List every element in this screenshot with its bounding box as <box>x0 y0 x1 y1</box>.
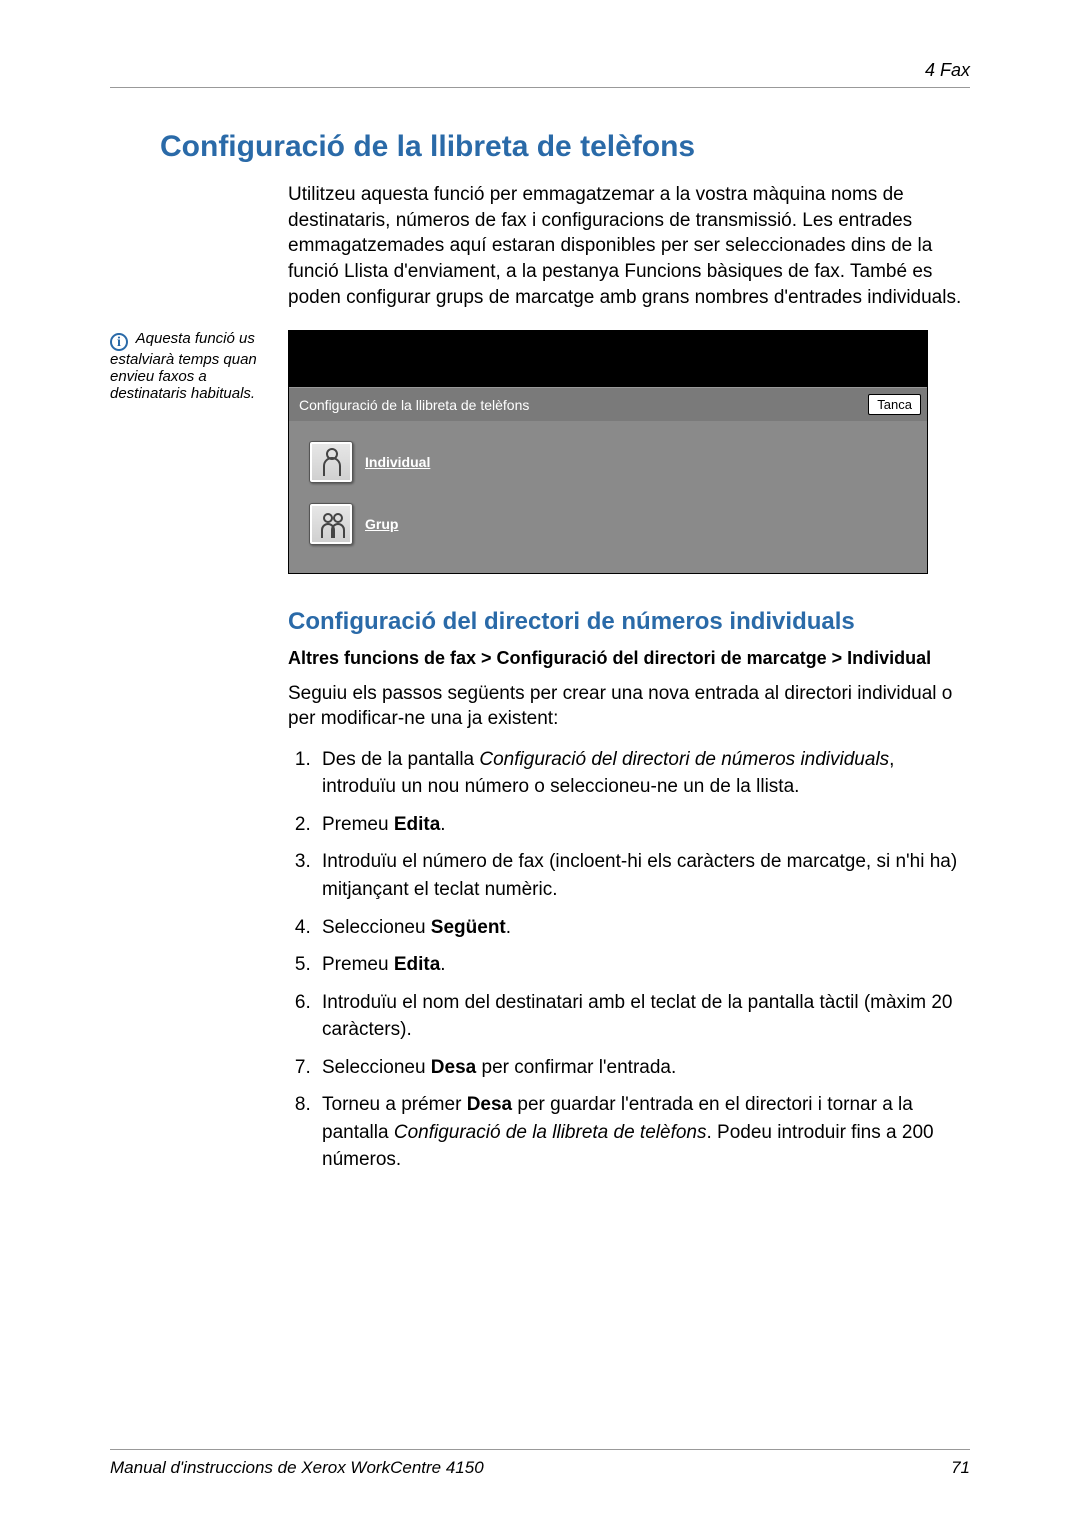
step-4: Seleccioneu Següent. <box>316 914 970 942</box>
subsection-title: Configuració del directori de números in… <box>288 608 970 636</box>
step-bold: Edita <box>394 814 440 835</box>
footer-left: Manual d'instruccions de Xerox WorkCentr… <box>110 1458 484 1478</box>
ui-item-group[interactable]: Grup <box>303 493 913 555</box>
step-bold: Desa <box>467 1094 512 1115</box>
subsection-lead: Seguiu els passos següents per crear una… <box>288 681 970 732</box>
step-text: Seleccioneu <box>322 917 431 938</box>
step-text: Torneu a prémer <box>322 1094 467 1115</box>
section-title: Configuració de la llibreta de telèfons <box>160 130 970 164</box>
step-8: Torneu a prémer Desa per guardar l'entra… <box>316 1091 970 1174</box>
step-text: Introduïu el nom del destinatari amb el … <box>322 992 953 1041</box>
person-icon <box>309 441 353 483</box>
screenshot-column: Configuració de la llibreta de telèfons … <box>288 330 970 574</box>
breadcrumb-path: Altres funcions de fax > Configuració de… <box>288 646 970 670</box>
step-3: Introduïu el número de fax (incloent-hi … <box>316 848 970 903</box>
document-page: 4 Fax Configuració de la llibreta de tel… <box>0 0 1080 1528</box>
step-2: Premeu Edita. <box>316 811 970 839</box>
info-icon: i <box>110 333 128 351</box>
step-em: Configuració del directori de números in… <box>479 749 889 770</box>
step-bold: Desa <box>431 1057 476 1078</box>
step-7: Seleccioneu Desa per confirmar l'entrada… <box>316 1054 970 1082</box>
step-bold: Edita <box>394 954 440 975</box>
step-text: Premeu <box>322 814 394 835</box>
side-note-text: Aquesta funció us estalviarà temps quan … <box>110 330 257 402</box>
group-icon <box>309 503 353 545</box>
step-text: Des de la pantalla <box>322 749 479 770</box>
step-text: Premeu <box>322 954 394 975</box>
step-6: Introduïu el nom del destinatari amb el … <box>316 989 970 1044</box>
step-bold: Següent <box>431 917 506 938</box>
step-1: Des de la pantalla Configuració del dire… <box>316 746 970 801</box>
ui-item-label-individual: Individual <box>365 454 430 470</box>
ui-black-bar <box>289 331 927 387</box>
ui-title-text: Configuració de la llibreta de telèfons <box>299 397 529 413</box>
step-text: per confirmar l'entrada. <box>476 1057 676 1078</box>
side-note: i Aquesta funció us estalviarà temps qua… <box>110 330 270 574</box>
ui-item-label-group: Grup <box>365 516 398 532</box>
page-header: 4 Fax <box>110 60 970 88</box>
page-footer: Manual d'instruccions de Xerox WorkCentr… <box>110 1449 970 1478</box>
step-text: Seleccioneu <box>322 1057 431 1078</box>
footer-page-number: 71 <box>951 1458 970 1478</box>
ui-item-individual[interactable]: Individual <box>303 431 913 493</box>
ui-titlebar: Configuració de la llibreta de telèfons … <box>289 387 927 421</box>
ui-screenshot: Configuració de la llibreta de telèfons … <box>288 330 928 574</box>
step-em: Configuració de la llibreta de telèfons <box>394 1122 707 1143</box>
step-text: . <box>440 954 445 975</box>
step-text: Introduïu el número de fax (incloent-hi … <box>322 851 957 900</box>
step-5: Premeu Edita. <box>316 951 970 979</box>
chapter-label: 4 Fax <box>925 60 970 80</box>
ui-body: Individual Grup <box>289 421 927 573</box>
step-text: . <box>506 917 511 938</box>
steps-list: Des de la pantalla Configuració del dire… <box>288 746 970 1174</box>
step-text: . <box>440 814 445 835</box>
section-intro: Utilitzeu aquesta funció per emmagatzema… <box>288 182 970 310</box>
note-and-screenshot-row: i Aquesta funció us estalviarà temps qua… <box>110 330 970 574</box>
close-button[interactable]: Tanca <box>868 394 921 415</box>
